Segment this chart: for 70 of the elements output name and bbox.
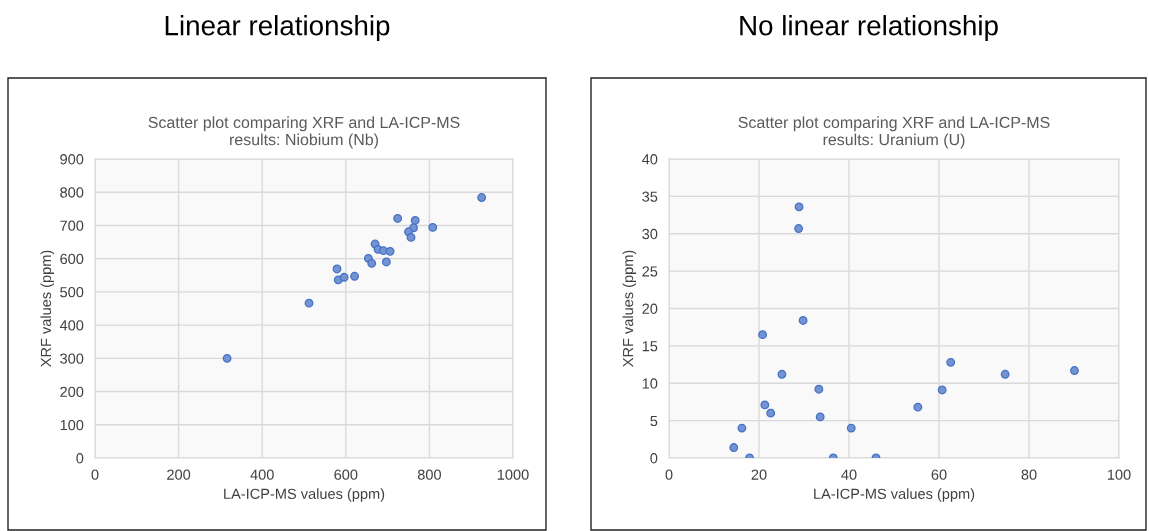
point [222,353,232,363]
point [794,202,804,212]
point [339,272,349,282]
y-tick-label: 600 [60,253,84,265]
y-tick-label: 0 [650,453,658,464]
point [406,232,416,242]
point [304,298,314,308]
point [729,443,739,452]
x-tick-label: 200 [167,469,191,480]
x-tick-label: 20 [751,469,767,480]
point [410,216,420,225]
y-tick-label: 35 [642,191,658,202]
x-tick-label: 80 [1021,469,1037,480]
y-tick-label: 10 [642,378,658,389]
y-tick-label: 200 [60,386,84,397]
point [815,412,825,422]
y-axis-title: XRF values (ppm) [40,250,54,367]
point [766,408,776,418]
x-axis-title: LA-ICP-MS values (ppm) [224,488,385,502]
point [367,258,377,268]
point [1070,366,1079,375]
y-tick-label: 5 [650,415,658,427]
point [798,316,808,325]
y-axis-title: XRF values (ppm) [622,250,637,367]
point [913,402,923,412]
point [937,385,947,395]
point [378,246,388,256]
chart-subtitle: Scatter plot comparing XRF and LA-ICP-MS results: Niobium (Nb) [148,116,460,149]
point [393,214,403,223]
y-tick-label: 100 [60,419,84,431]
chart-subtitle: Scatter plot comparing XRF and LA-ICP-MS results: Uranium (U) [738,116,1050,149]
point [777,369,787,379]
point [381,257,391,267]
x-tick-label: 0 [91,469,99,480]
x-tick-label: 400 [250,469,274,480]
point [737,423,747,433]
point [332,264,342,274]
x-tick-label: 800 [417,469,441,480]
chart-title: Linear relationship [165,15,390,41]
point [477,193,487,202]
y-tick-label: 20 [642,303,658,314]
point [846,423,856,433]
point [794,224,804,233]
x-tick-label: 60 [931,469,947,480]
y-tick-label: 800 [60,187,84,198]
y-tick-label: 300 [60,353,84,364]
x-tick-label: 0 [665,469,673,480]
chart-title: No linear relationship [740,15,998,41]
x-tick-label: 100 [1107,469,1131,480]
x-axis-title: LA-ICP-MS values (ppm) [814,488,975,502]
y-tick-label: 500 [60,286,84,298]
point [428,223,438,232]
point [350,271,360,281]
point [385,246,395,256]
point [1000,369,1010,379]
x-tick-label: 600 [334,469,358,480]
point [760,400,770,410]
y-tick-label: 700 [60,220,84,231]
x-tick-label: 1000 [497,469,529,480]
y-tick-label: 40 [642,154,658,165]
y-tick-label: 15 [642,341,658,352]
y-tick-label: 25 [642,266,658,277]
y-tick-label: 30 [642,228,658,240]
y-tick-label: 0 [76,453,84,464]
point [946,357,956,367]
y-tick-label: 400 [59,320,84,331]
point [758,330,768,340]
x-tick-label: 40 [841,469,857,480]
point [814,384,824,394]
y-tick-label: 900 [60,154,84,165]
